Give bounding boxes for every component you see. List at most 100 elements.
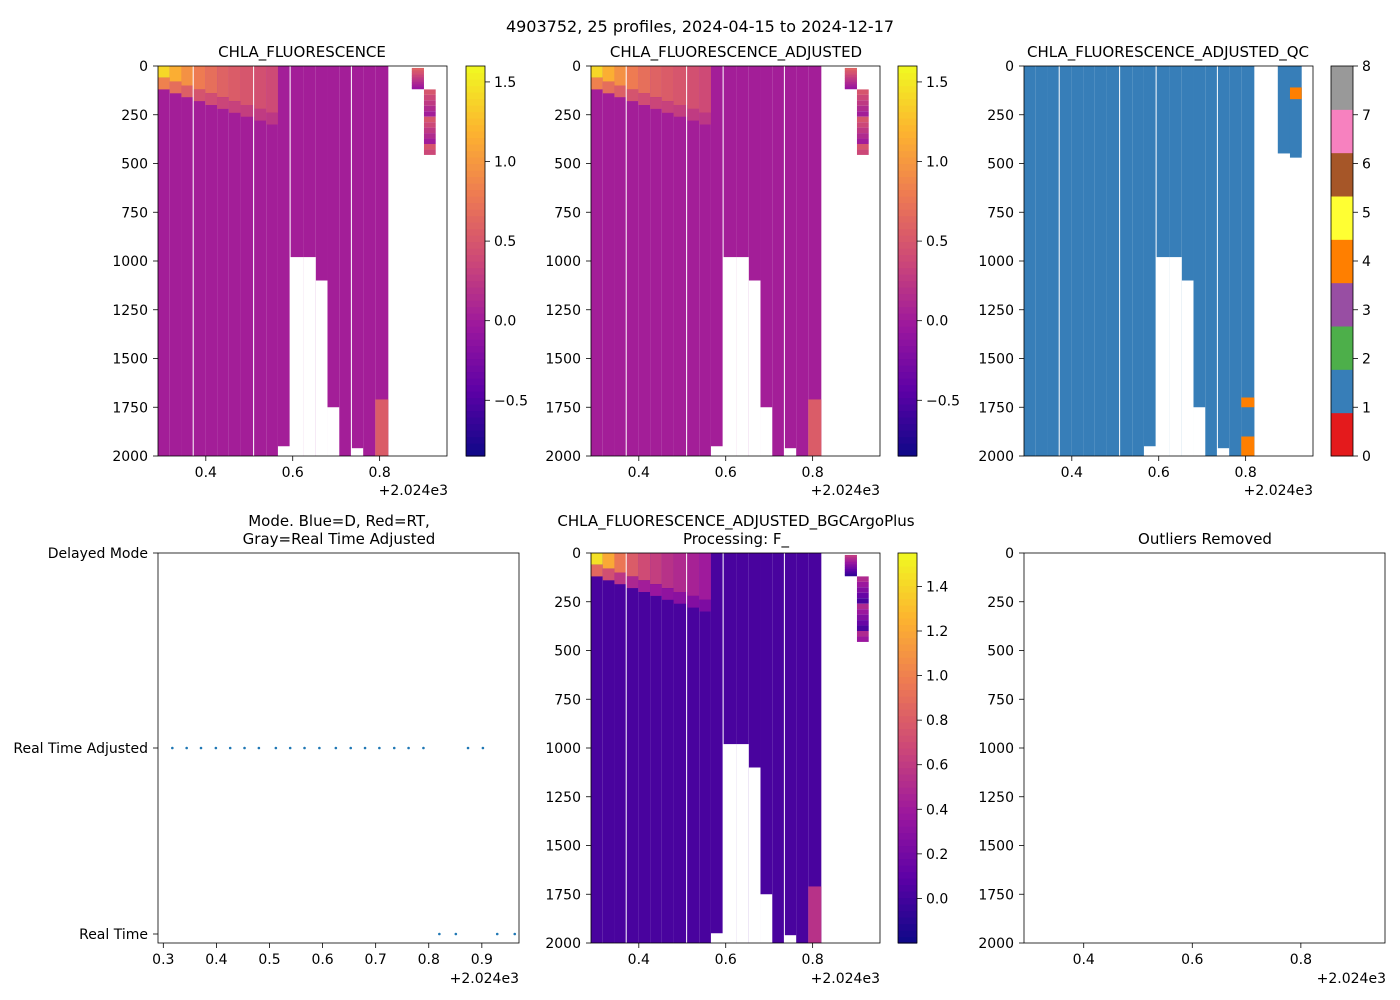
- heatmap-cell: [760, 553, 773, 943]
- colorbar-segment: [898, 858, 917, 866]
- missing-data-gap: [351, 448, 364, 456]
- colorbar-segment: [898, 170, 917, 178]
- x-tick-label: 0.4: [1073, 952, 1095, 968]
- sparse-cell: [844, 554, 857, 557]
- surface-cell: [687, 553, 700, 596]
- heatmap-cell: [748, 66, 761, 456]
- heatmap-cell: [796, 66, 809, 456]
- heatmap-cell: [650, 553, 662, 943]
- x-tick-label: 0.4: [205, 952, 227, 968]
- sparse-cell: [423, 138, 436, 144]
- surface-cell: [254, 66, 267, 109]
- colorbar-segment: [466, 118, 485, 126]
- colorbar-segment: [466, 365, 485, 373]
- sparse-cell: [844, 80, 857, 83]
- colorbar-segment: [898, 163, 917, 171]
- colorbar-segment: [466, 306, 485, 314]
- colorbar-segment: [898, 832, 917, 840]
- qc-flag-4-cell: [1241, 436, 1255, 456]
- colorbar-segment: [898, 79, 917, 87]
- colorbar-tick-label: 0.0: [926, 891, 948, 907]
- colorbar-segment: [466, 137, 485, 145]
- colorbar-segment: [898, 280, 917, 288]
- surface-cell: [687, 66, 700, 109]
- colorbar-segment: [898, 358, 917, 366]
- surface-cell: [181, 66, 194, 86]
- x-tick-label: 0.4: [195, 465, 217, 481]
- colorbar-frame: [465, 65, 486, 457]
- heatmap-cell: [228, 66, 241, 456]
- heatmap-cell: [315, 66, 328, 456]
- sparse-cell: [856, 587, 869, 593]
- y-tick-label: 1000: [112, 254, 148, 270]
- subsurface-cell: [661, 588, 674, 600]
- colorbar-segment: [898, 780, 917, 788]
- subsurface-cell: [602, 568, 615, 581]
- colorbar-segment: [898, 702, 917, 710]
- colorbar-segment: [466, 92, 485, 100]
- heatmap-cell: [181, 66, 194, 456]
- colorbar-segment: [466, 222, 485, 230]
- colorbar-segment: [898, 806, 917, 814]
- colorbar-segment: [466, 196, 485, 204]
- colorbar-tick-label: −0.5: [926, 393, 960, 409]
- colorbar-segment: [898, 189, 917, 197]
- colorbar-segment: [466, 378, 485, 386]
- y-tick-label: 2000: [978, 449, 1014, 465]
- sparse-cell: [844, 563, 857, 566]
- colorbar-segment: [898, 443, 917, 451]
- colorbar-segment: [466, 332, 485, 340]
- heatmap-cell: [217, 66, 229, 456]
- y-tick-label: 0: [139, 59, 148, 75]
- y-tick-label: 1750: [545, 887, 581, 903]
- colorbar-segment: [898, 572, 917, 580]
- deep-cell: [808, 399, 822, 456]
- y-tick-label: 500: [987, 644, 1014, 660]
- y-tick-label: 1000: [978, 254, 1014, 270]
- y-tick-label: 1250: [978, 303, 1014, 319]
- mode-point: [438, 932, 441, 936]
- heatmap-cell: [808, 66, 822, 456]
- colorbar-segment: [898, 767, 917, 775]
- colorbar-segment: [898, 871, 917, 879]
- colorbar-segment: [898, 884, 917, 892]
- colorbar-segment: [898, 865, 917, 873]
- colorbar-segment: [466, 176, 485, 184]
- surface-cell: [650, 553, 662, 585]
- missing-data-gap: [748, 767, 761, 943]
- panel-title: CHLA_FLUORESCENCE: [218, 43, 386, 62]
- x-tick-label: 0.4: [1061, 465, 1083, 481]
- x-tick-label: 0.6: [715, 952, 737, 968]
- colorbar-tick-label: 1.0: [926, 155, 948, 171]
- colorbar-tick-label: 6: [1362, 157, 1371, 173]
- sparse-cell: [844, 560, 857, 563]
- colorbar-segment: [898, 274, 917, 282]
- heatmap-cell: [193, 66, 206, 456]
- x-offset-label: +2.024e3: [811, 483, 880, 499]
- sparse-cell: [856, 609, 869, 615]
- sparse-cell: [856, 636, 869, 642]
- panel-bgc-argo-plus: CHLA_FLUORESCENCE_ADJUSTED_BGCArgoPlus P…: [545, 512, 948, 987]
- subsurface-cell: [699, 112, 711, 125]
- colorbar-segment: [466, 170, 485, 178]
- subsurface-cell: [626, 576, 639, 589]
- heatmap-cell: [240, 66, 255, 456]
- x-tick-label: 0.7: [365, 952, 387, 968]
- surface-cell: [661, 66, 674, 102]
- heatmap-cell: [339, 66, 352, 456]
- colorbar-segment: [466, 280, 485, 288]
- sparse-cell: [423, 127, 436, 134]
- missing-data-gap: [303, 257, 316, 456]
- heatmap-cell: [772, 66, 785, 456]
- subsurface-cell: [169, 81, 182, 94]
- surface-cell: [614, 66, 627, 86]
- subsurface-cell: [638, 93, 651, 105]
- x-offset-label: +2.024e3: [379, 483, 448, 499]
- colorbar-tick-label: 0.0: [926, 314, 948, 330]
- y-tick-label: 2000: [545, 449, 581, 465]
- sparse-cell: [423, 94, 436, 101]
- subsurface-cell: [614, 85, 627, 98]
- colorbar-segment: [898, 793, 917, 801]
- heatmap-cell: [1083, 66, 1095, 456]
- y-tick-label: 1500: [545, 839, 581, 855]
